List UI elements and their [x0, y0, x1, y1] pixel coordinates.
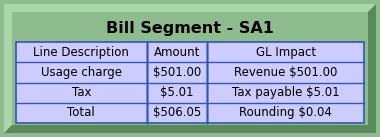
Bar: [12, 12, 368, 125]
Text: Line Description: Line Description: [33, 46, 129, 59]
Text: Revenue $501.00: Revenue $501.00: [234, 66, 337, 79]
Text: Tax payable $5.01: Tax payable $5.01: [232, 86, 339, 99]
Text: Usage charge: Usage charge: [41, 66, 122, 79]
Text: Total: Total: [67, 106, 95, 119]
Polygon shape: [4, 4, 376, 133]
Text: GL Impact: GL Impact: [256, 46, 316, 59]
Text: $501.00: $501.00: [153, 66, 201, 79]
Text: Bill Segment - SA1: Bill Segment - SA1: [106, 21, 274, 35]
Polygon shape: [4, 4, 376, 133]
Bar: [16, 42, 364, 123]
Text: Rounding $0.04: Rounding $0.04: [239, 106, 332, 119]
Text: Amount: Amount: [154, 46, 200, 59]
Text: $506.05: $506.05: [153, 106, 201, 119]
Text: $5.01: $5.01: [160, 86, 194, 99]
Text: Tax: Tax: [71, 86, 91, 99]
